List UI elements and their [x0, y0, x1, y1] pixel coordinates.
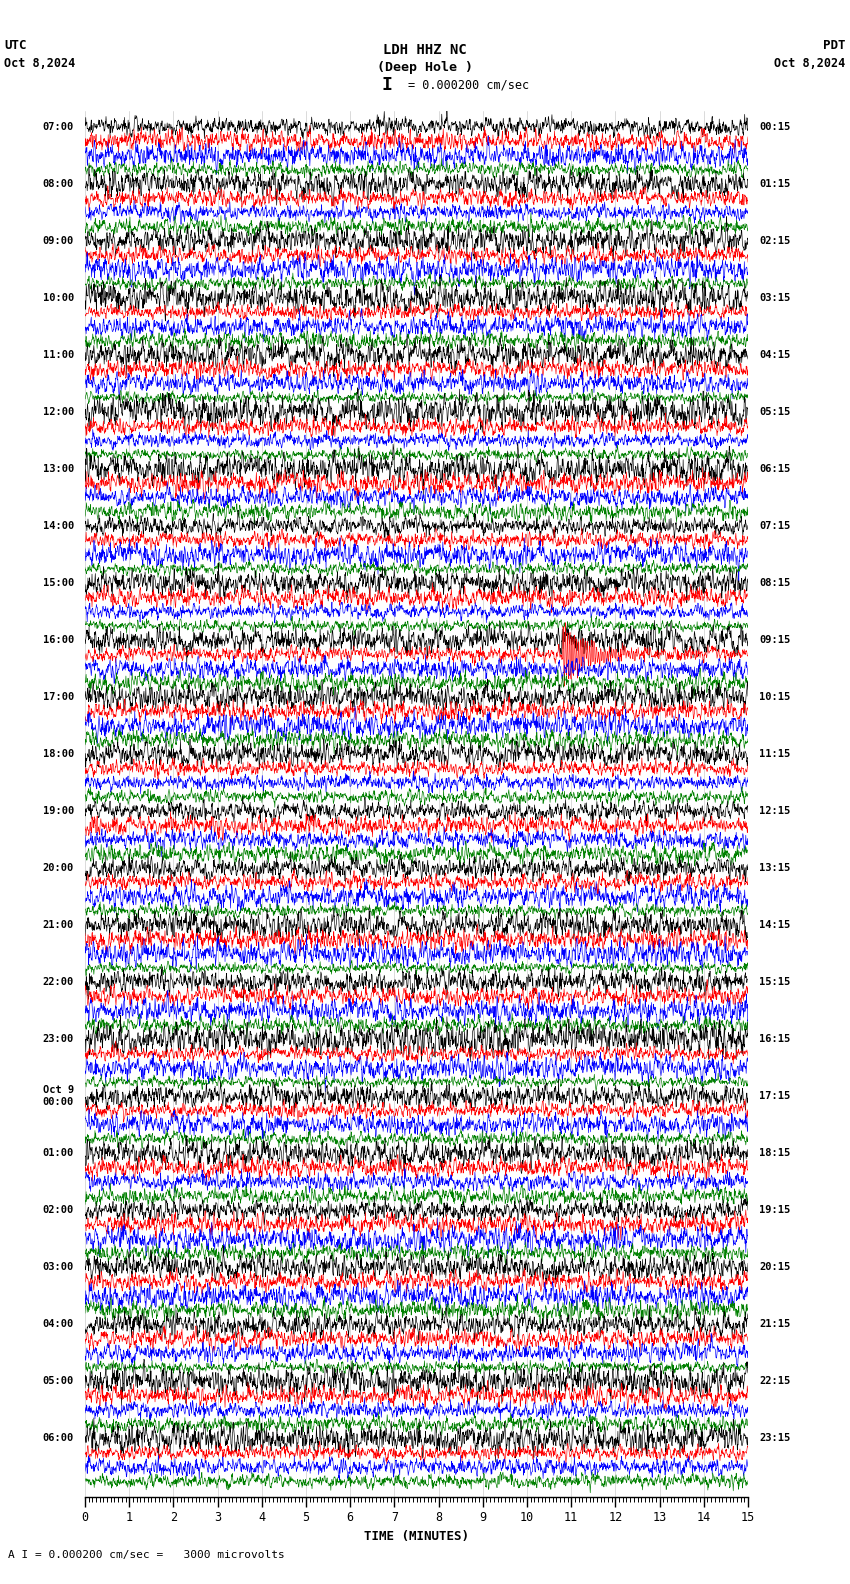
Text: 23:15: 23:15	[759, 1434, 791, 1443]
Text: 16:00: 16:00	[42, 635, 74, 645]
Text: I: I	[382, 76, 392, 93]
Text: 15:15: 15:15	[759, 977, 791, 987]
Text: 03:00: 03:00	[42, 1262, 74, 1272]
Text: 02:15: 02:15	[759, 236, 791, 246]
Text: 16:15: 16:15	[759, 1034, 791, 1044]
Text: 12:00: 12:00	[42, 407, 74, 417]
Text: 08:15: 08:15	[759, 578, 791, 588]
Text: 13:15: 13:15	[759, 863, 791, 873]
Text: 09:00: 09:00	[42, 236, 74, 246]
Text: 23:00: 23:00	[42, 1034, 74, 1044]
Text: 08:00: 08:00	[42, 179, 74, 188]
Text: 09:15: 09:15	[759, 635, 791, 645]
Text: 19:15: 19:15	[759, 1205, 791, 1215]
Text: 06:15: 06:15	[759, 464, 791, 474]
Text: 14:00: 14:00	[42, 521, 74, 531]
Text: (Deep Hole ): (Deep Hole )	[377, 60, 473, 74]
Text: 20:15: 20:15	[759, 1262, 791, 1272]
X-axis label: TIME (MINUTES): TIME (MINUTES)	[364, 1530, 469, 1543]
Text: 04:00: 04:00	[42, 1319, 74, 1329]
Text: 10:15: 10:15	[759, 692, 791, 702]
Text: 07:15: 07:15	[759, 521, 791, 531]
Text: 00:15: 00:15	[759, 122, 791, 131]
Text: 15:00: 15:00	[42, 578, 74, 588]
Text: 05:00: 05:00	[42, 1376, 74, 1386]
Text: 21:15: 21:15	[759, 1319, 791, 1329]
Text: 13:00: 13:00	[42, 464, 74, 474]
Text: 04:15: 04:15	[759, 350, 791, 360]
Text: 19:00: 19:00	[42, 806, 74, 816]
Text: UTC: UTC	[4, 40, 26, 52]
Text: 22:00: 22:00	[42, 977, 74, 987]
Text: 14:15: 14:15	[759, 920, 791, 930]
Text: PDT: PDT	[824, 40, 846, 52]
Text: Oct 9
00:00: Oct 9 00:00	[42, 1085, 74, 1107]
Text: 17:00: 17:00	[42, 692, 74, 702]
Text: 02:00: 02:00	[42, 1205, 74, 1215]
Text: Oct 8,2024: Oct 8,2024	[774, 57, 846, 70]
Text: 01:15: 01:15	[759, 179, 791, 188]
Text: LDH HHZ NC: LDH HHZ NC	[383, 43, 467, 57]
Text: 07:00: 07:00	[42, 122, 74, 131]
Text: 10:00: 10:00	[42, 293, 74, 303]
Text: A I = 0.000200 cm/sec =   3000 microvolts: A I = 0.000200 cm/sec = 3000 microvolts	[8, 1551, 286, 1560]
Text: 12:15: 12:15	[759, 806, 791, 816]
Text: 20:00: 20:00	[42, 863, 74, 873]
Text: = 0.000200 cm/sec: = 0.000200 cm/sec	[408, 78, 529, 92]
Text: 11:00: 11:00	[42, 350, 74, 360]
Text: 22:15: 22:15	[759, 1376, 791, 1386]
Text: 01:00: 01:00	[42, 1148, 74, 1158]
Text: 18:00: 18:00	[42, 749, 74, 759]
Text: 05:15: 05:15	[759, 407, 791, 417]
Text: 11:15: 11:15	[759, 749, 791, 759]
Text: 06:00: 06:00	[42, 1434, 74, 1443]
Text: 18:15: 18:15	[759, 1148, 791, 1158]
Text: 03:15: 03:15	[759, 293, 791, 303]
Text: Oct 8,2024: Oct 8,2024	[4, 57, 76, 70]
Text: 21:00: 21:00	[42, 920, 74, 930]
Text: 17:15: 17:15	[759, 1091, 791, 1101]
